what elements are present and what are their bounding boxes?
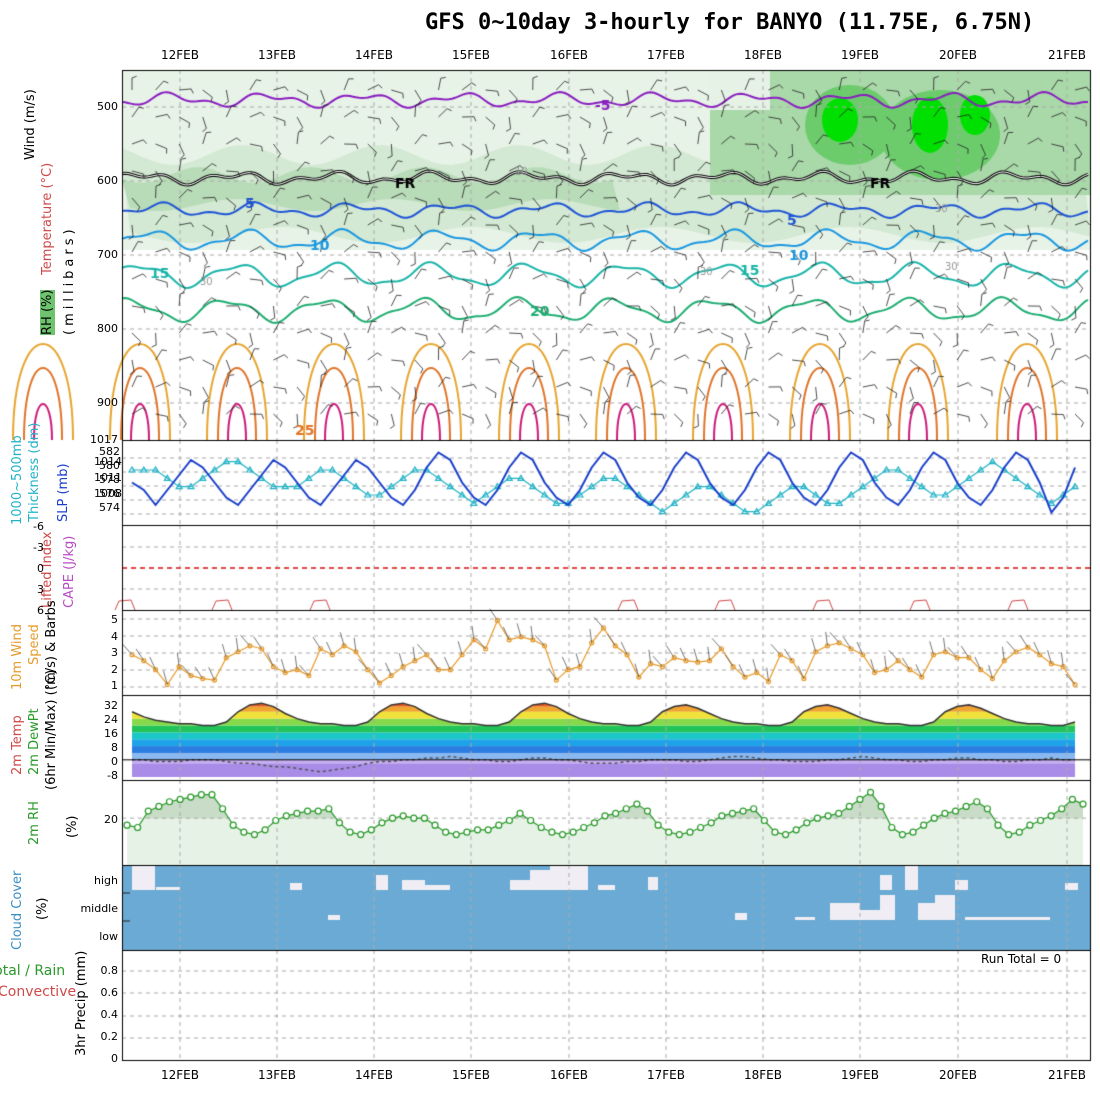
slp-label: SLP (mb) — [56, 463, 71, 522]
precip-tick: 0.6 — [100, 986, 119, 999]
upper-label-pressure: (millibars) — [62, 225, 77, 335]
temp-tick: 8 — [111, 741, 118, 754]
rh-tick: 20 — [104, 813, 118, 826]
thickness-label-1: 1000~500mb — [10, 435, 25, 525]
li-tick: -3 — [33, 541, 44, 554]
date-label: 14FEB — [355, 1068, 393, 1082]
date-label: 13FEB — [258, 48, 296, 62]
date-label: 15FEB — [452, 48, 490, 62]
li-tick: 6 — [37, 604, 44, 617]
temp-tick: 24 — [104, 713, 118, 726]
precip-tick: 0 — [111, 1052, 118, 1065]
li-tick: 3 — [37, 583, 44, 596]
li-tick: -6 — [33, 520, 44, 533]
date-label: 15FEB — [452, 1068, 490, 1082]
date-label: 12FEB — [161, 48, 199, 62]
precip-label-total: Total / Rain — [0, 963, 66, 979]
slp-tick: 1008 — [94, 487, 122, 500]
date-label: 20FEB — [939, 48, 977, 62]
upper-label-wind: Wind (m/s) — [23, 89, 38, 160]
temp-label-1: 2m Temp — [10, 715, 25, 775]
pressure-tick: 600 — [97, 174, 118, 187]
pressure-tick: 500 — [97, 100, 118, 113]
slp-tick: 1011 — [94, 471, 122, 484]
thickness-tick: 580 — [99, 459, 120, 472]
temp-tick: -8 — [107, 769, 118, 782]
thickness-tick: 576 — [99, 487, 120, 500]
date-label: 19FEB — [841, 1068, 879, 1082]
pressure-tick: 900 — [97, 396, 118, 409]
cloud-tick: low — [99, 930, 118, 943]
run-total: Run Total = 0 — [981, 952, 1062, 966]
wind-tick: 3 — [111, 646, 118, 659]
cloud-tick: high — [94, 874, 118, 887]
pressure-tick: 700 — [97, 248, 118, 261]
date-label: 21FEB — [1048, 48, 1086, 62]
date-label: 20FEB — [939, 1068, 977, 1082]
date-label: 18FEB — [744, 48, 782, 62]
wind-tick: 5 — [111, 613, 118, 626]
date-label: 19FEB — [841, 48, 879, 62]
temp-tick: 16 — [104, 727, 118, 740]
precip-tick: 0.2 — [100, 1030, 119, 1043]
li-tick: 0 — [37, 562, 44, 575]
precip-tick: 0.4 — [100, 1008, 119, 1021]
cape-label: CAPE (J/kg) — [62, 535, 77, 608]
temp-tick: 0 — [111, 755, 118, 768]
temp-label-2: 2m DewPt — [27, 708, 42, 775]
pressure-tick: 800 — [97, 322, 118, 335]
precip-label-convective: Convective — [0, 984, 77, 1000]
wind10-label-1: 10m Wind — [10, 623, 25, 690]
thickness-label-2: Thickness (dm) — [27, 422, 42, 522]
page-title: GFS 0~10day 3-hourly for BANYO (11.75E, … — [425, 10, 1035, 35]
date-label: 17FEB — [647, 48, 685, 62]
wind10-label-2: Speed — [27, 624, 42, 665]
upper-label-rh: RH (%) — [40, 289, 55, 335]
thickness-tick: 574 — [99, 501, 120, 514]
date-label: 21FEB — [1048, 1068, 1086, 1082]
date-label: 16FEB — [550, 48, 588, 62]
precip-tick: 0.8 — [100, 964, 119, 977]
temp-label-3: (6hr Min/Max) (°C) — [44, 669, 59, 790]
precip-label-3hr: 3hr Precip (mm) — [74, 950, 89, 1056]
date-label: 14FEB — [355, 48, 393, 62]
slp-tick: 1014 — [94, 455, 122, 468]
cloud-label: Cloud Cover — [10, 870, 25, 950]
date-label: 13FEB — [258, 1068, 296, 1082]
cloud-tick: middle — [80, 902, 118, 915]
date-label: 17FEB — [647, 1068, 685, 1082]
rh2m-label: 2m RH — [27, 801, 42, 845]
temp-tick: 32 — [104, 699, 118, 712]
wind-tick: 2 — [111, 662, 118, 676]
thickness-tick: 582 — [99, 445, 120, 458]
rh2m-unit: (%) — [65, 815, 80, 839]
thickness-tick: 578 — [99, 473, 120, 486]
upper-label-temperature: Temperature (°C) — [40, 162, 55, 275]
date-label: 12FEB — [161, 1068, 199, 1082]
wind-tick: 4 — [111, 629, 118, 643]
date-label: 18FEB — [744, 1068, 782, 1082]
cloud-unit: (%) — [35, 897, 50, 921]
wind-tick: 1 — [111, 679, 118, 692]
pressure-tick: 1017 — [90, 433, 118, 446]
date-label: 16FEB — [550, 1068, 588, 1082]
